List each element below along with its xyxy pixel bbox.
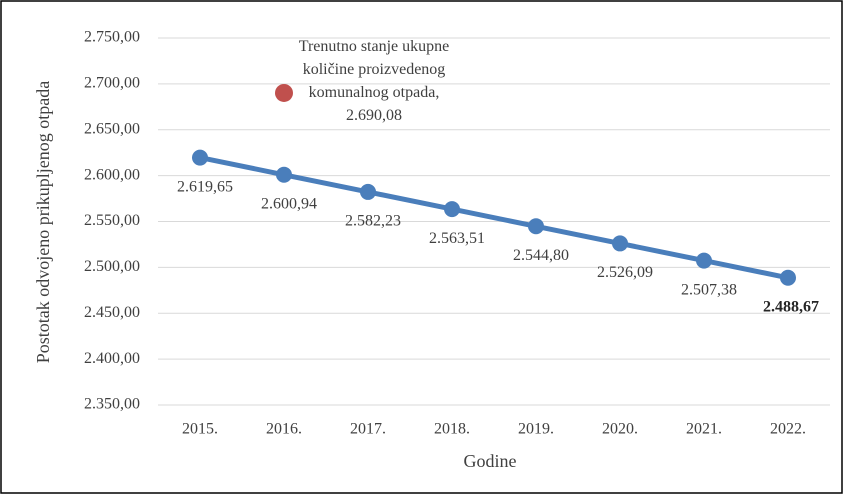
data-label: 2.526,09 bbox=[597, 264, 653, 281]
x-tick-label: 2022. bbox=[770, 421, 806, 438]
point bbox=[696, 252, 712, 269]
point bbox=[528, 218, 544, 235]
y-tick-label: 2.550,00 bbox=[84, 212, 140, 229]
data-label: 2.619,65 bbox=[177, 178, 233, 195]
x-axis-title: Godine bbox=[464, 451, 517, 471]
point bbox=[612, 235, 628, 252]
data-label: 2.488,67 bbox=[763, 298, 819, 315]
data-label: 2.600,94 bbox=[261, 195, 317, 212]
x-tick-label: 2017. bbox=[350, 421, 386, 438]
y-tick-label: 2.750,00 bbox=[84, 29, 140, 46]
x-tick-label: 2019. bbox=[518, 421, 554, 438]
y-tick-label: 2.450,00 bbox=[84, 304, 140, 321]
data-label: 2.563,51 bbox=[429, 230, 485, 247]
point bbox=[780, 269, 796, 286]
point bbox=[444, 201, 460, 218]
line bbox=[199, 155, 789, 281]
y-tick-label: 2.700,00 bbox=[84, 75, 140, 92]
point bbox=[275, 83, 293, 102]
data-label: 2.582,23 bbox=[345, 213, 401, 230]
y-tick-label: 2.600,00 bbox=[84, 166, 140, 183]
data-label: 2.507,38 bbox=[681, 281, 737, 298]
y-axis-title: Postotak odvojeno prikupljenog otpada bbox=[33, 81, 53, 363]
x-tick-label: 2021. bbox=[686, 421, 722, 438]
y-tick-label: 2.400,00 bbox=[84, 350, 140, 367]
y-tick-label: 2.650,00 bbox=[84, 120, 140, 137]
data-label: 2.544,80 bbox=[513, 247, 569, 264]
x-tick-label: 2016. bbox=[266, 421, 302, 438]
point bbox=[276, 166, 292, 183]
y-tick-label: 2.500,00 bbox=[84, 258, 140, 275]
x-tick-label: 2020. bbox=[602, 421, 638, 438]
point bbox=[360, 183, 376, 200]
annotation: Trenutno stanje ukupne količine proizved… bbox=[298, 37, 450, 124]
y-tick-label: 2.350,00 bbox=[84, 396, 140, 413]
x-tick-label: 2018. bbox=[434, 421, 470, 438]
data-label: Trenutno stanje ukupne količine proizved… bbox=[298, 37, 450, 124]
point bbox=[192, 149, 208, 166]
x-tick-label: 2015. bbox=[182, 421, 218, 438]
